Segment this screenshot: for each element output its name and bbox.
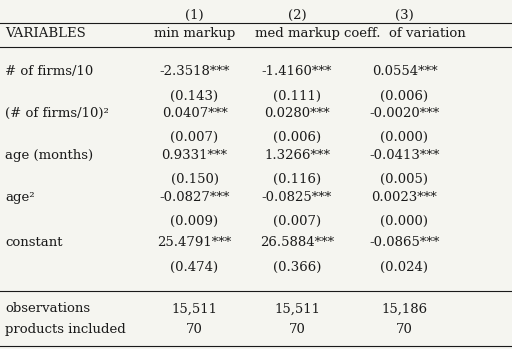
Text: VARIABLES: VARIABLES bbox=[5, 27, 86, 40]
Text: -0.0825***: -0.0825*** bbox=[262, 191, 332, 204]
Text: (0.009): (0.009) bbox=[170, 215, 219, 228]
Text: (0.111): (0.111) bbox=[273, 89, 321, 103]
Text: -2.3518***: -2.3518*** bbox=[159, 65, 230, 78]
Text: (2): (2) bbox=[288, 9, 306, 22]
Text: 70: 70 bbox=[396, 323, 413, 336]
Text: (0.007): (0.007) bbox=[170, 131, 219, 144]
Text: 15,511: 15,511 bbox=[172, 302, 218, 315]
Text: coeff.  of variation: coeff. of variation bbox=[344, 27, 465, 40]
Text: 25.4791***: 25.4791*** bbox=[157, 236, 232, 249]
Text: (# of firms/10)²: (# of firms/10)² bbox=[5, 107, 109, 120]
Text: 0.0554***: 0.0554*** bbox=[372, 65, 437, 78]
Text: 0.0280***: 0.0280*** bbox=[264, 107, 330, 120]
Text: (0.005): (0.005) bbox=[380, 173, 429, 186]
Text: -1.4160***: -1.4160*** bbox=[262, 65, 332, 78]
Text: (1): (1) bbox=[185, 9, 204, 22]
Text: (0.024): (0.024) bbox=[380, 260, 429, 274]
Text: 0.0023***: 0.0023*** bbox=[372, 191, 437, 204]
Text: 0.9331***: 0.9331*** bbox=[162, 149, 227, 162]
Text: 1.3266***: 1.3266*** bbox=[264, 149, 330, 162]
Text: age (months): age (months) bbox=[5, 149, 93, 162]
Text: -0.0020***: -0.0020*** bbox=[369, 107, 440, 120]
Text: (0.143): (0.143) bbox=[170, 89, 219, 103]
Text: (0.007): (0.007) bbox=[273, 215, 321, 228]
Text: (0.000): (0.000) bbox=[380, 215, 429, 228]
Text: age²: age² bbox=[5, 191, 35, 204]
Text: (0.150): (0.150) bbox=[170, 173, 219, 186]
Text: constant: constant bbox=[5, 236, 62, 249]
Text: 26.5884***: 26.5884*** bbox=[260, 236, 334, 249]
Text: (0.116): (0.116) bbox=[273, 173, 321, 186]
Text: -0.0827***: -0.0827*** bbox=[159, 191, 230, 204]
Text: 70: 70 bbox=[186, 323, 203, 336]
Text: 70: 70 bbox=[289, 323, 305, 336]
Text: (0.474): (0.474) bbox=[170, 260, 219, 274]
Text: (0.366): (0.366) bbox=[273, 260, 321, 274]
Text: (0.006): (0.006) bbox=[380, 89, 429, 103]
Text: 15,511: 15,511 bbox=[274, 302, 320, 315]
Text: (0.006): (0.006) bbox=[273, 131, 321, 144]
Text: (0.000): (0.000) bbox=[380, 131, 429, 144]
Text: -0.0865***: -0.0865*** bbox=[369, 236, 440, 249]
Text: 15,186: 15,186 bbox=[381, 302, 428, 315]
Text: products included: products included bbox=[5, 323, 126, 336]
Text: observations: observations bbox=[5, 302, 90, 315]
Text: -0.0413***: -0.0413*** bbox=[369, 149, 440, 162]
Text: med markup: med markup bbox=[254, 27, 339, 40]
Text: # of firms/10: # of firms/10 bbox=[5, 65, 93, 78]
Text: min markup: min markup bbox=[154, 27, 235, 40]
Text: (3): (3) bbox=[395, 9, 414, 22]
Text: 0.0407***: 0.0407*** bbox=[162, 107, 227, 120]
